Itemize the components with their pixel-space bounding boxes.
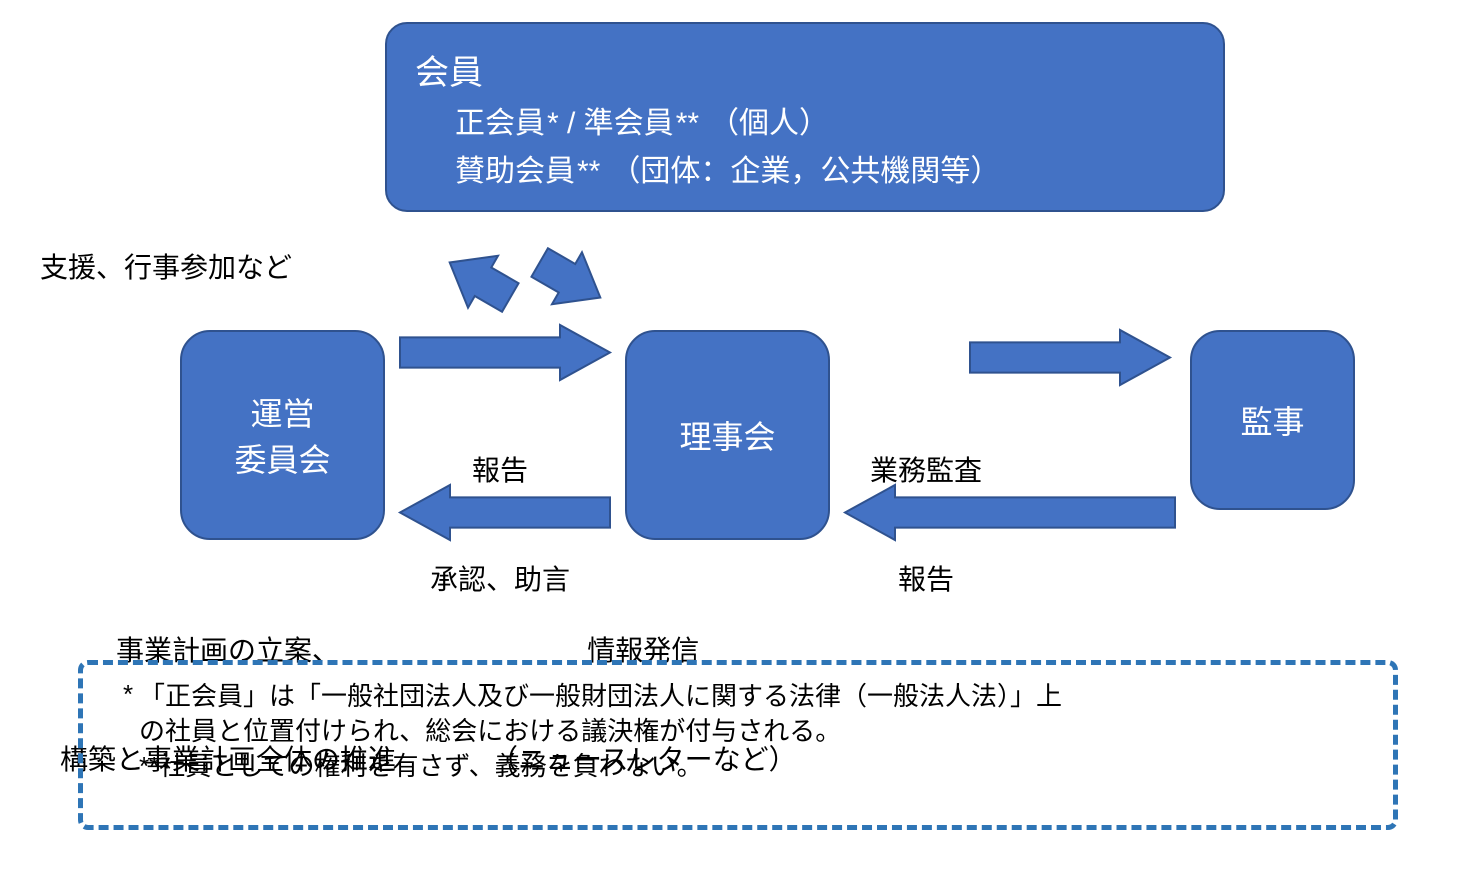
footnote-box: * *「正会員」は「一般社団法人及び一般財団法人に関する法律（一般法人法）」上 … (78, 660, 1398, 830)
footnote-l3v: **社員としての権利を有さず、義務を負わない。 (139, 751, 703, 781)
arrow-board-to-steering (400, 485, 610, 540)
members-line2a: 賛助会員 (455, 146, 575, 190)
members-line1c: ** (676, 107, 699, 141)
diagram-canvas: 会員 正会員 * / 準会員 ** （個人） 賛助会員 ** （団体：企業，公共… (0, 0, 1468, 895)
arrow-members-down (430, 225, 530, 335)
node-auditor: 監事 (1190, 330, 1355, 510)
label-audit-l2: 報告 (870, 562, 982, 598)
arrow-auditor-to-board (845, 485, 1175, 540)
steering-line2: 委員会 (234, 435, 330, 481)
members-line1d: （個人） (709, 98, 829, 142)
label-support: 支援、行事参加など (40, 250, 292, 286)
node-steering: 運営 委員会 (180, 330, 385, 540)
arrow-board-to-auditor (970, 330, 1170, 385)
auditor-label: 監事 (1240, 397, 1304, 443)
members-line2b: ** (577, 155, 600, 189)
node-board: 理事会 (625, 330, 830, 540)
members-line1b: * / 準会員 (547, 98, 674, 142)
footnote-l1v: 「正会員」は「一般社団法人及び一般財団法人に関する法律（一般法人法）」上 (139, 681, 1062, 711)
steering-line1: 運営 (250, 389, 314, 435)
arrow-steering-to-board (400, 325, 610, 380)
footnote-l2: の社員と位置付けられ、総会における議決権が付与される。 (139, 714, 1365, 749)
arrow-members-up (520, 225, 620, 335)
members-title: 会員 (415, 45, 1223, 94)
board-label: 理事会 (679, 412, 775, 458)
members-line2c: （団体：企業，公共機関等） (610, 146, 1000, 190)
node-members: 会員 正会員 * / 準会員 ** （個人） 賛助会員 ** （団体：企業，公共… (385, 22, 1225, 212)
label-report-l1: 報告 (430, 453, 570, 489)
members-line1a: 正会員 (455, 98, 545, 142)
label-audit-l1: 業務監査 (870, 453, 982, 489)
